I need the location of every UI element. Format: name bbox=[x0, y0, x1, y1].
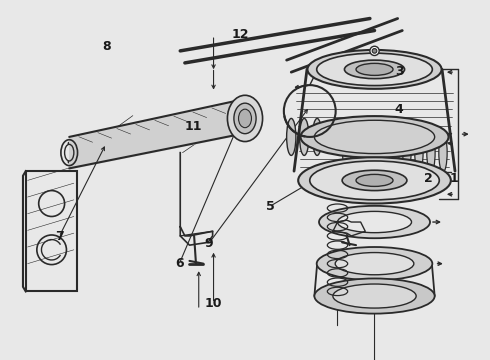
Ellipse shape bbox=[300, 116, 448, 158]
Ellipse shape bbox=[342, 170, 407, 190]
Ellipse shape bbox=[335, 253, 414, 275]
Text: 6: 6 bbox=[175, 257, 184, 270]
Ellipse shape bbox=[379, 133, 387, 172]
Ellipse shape bbox=[415, 133, 423, 172]
Ellipse shape bbox=[427, 133, 435, 172]
Ellipse shape bbox=[367, 133, 375, 172]
Ellipse shape bbox=[298, 157, 451, 203]
Text: 1: 1 bbox=[449, 172, 458, 185]
Text: 9: 9 bbox=[204, 237, 213, 249]
Ellipse shape bbox=[355, 133, 363, 172]
Text: 12: 12 bbox=[232, 28, 249, 41]
Ellipse shape bbox=[338, 211, 412, 233]
Text: 4: 4 bbox=[395, 103, 403, 116]
Ellipse shape bbox=[227, 95, 263, 141]
Ellipse shape bbox=[333, 284, 416, 308]
Ellipse shape bbox=[299, 118, 309, 156]
Ellipse shape bbox=[307, 50, 441, 89]
Ellipse shape bbox=[344, 60, 405, 78]
Ellipse shape bbox=[343, 133, 351, 172]
Bar bbox=[26, 171, 76, 291]
Ellipse shape bbox=[391, 133, 399, 172]
Ellipse shape bbox=[317, 53, 432, 86]
Ellipse shape bbox=[287, 118, 296, 156]
Ellipse shape bbox=[356, 174, 393, 186]
Circle shape bbox=[370, 46, 379, 55]
Text: 5: 5 bbox=[266, 200, 274, 213]
Ellipse shape bbox=[319, 206, 430, 238]
Text: 3: 3 bbox=[395, 65, 403, 78]
Ellipse shape bbox=[239, 109, 251, 128]
Ellipse shape bbox=[403, 133, 411, 172]
Ellipse shape bbox=[310, 161, 439, 200]
Circle shape bbox=[372, 49, 377, 53]
Text: 2: 2 bbox=[424, 172, 433, 185]
Text: 11: 11 bbox=[184, 120, 201, 133]
Ellipse shape bbox=[317, 247, 432, 280]
Ellipse shape bbox=[356, 63, 393, 75]
Ellipse shape bbox=[315, 279, 435, 314]
Text: 7: 7 bbox=[55, 230, 64, 243]
Ellipse shape bbox=[234, 103, 256, 134]
Text: 8: 8 bbox=[102, 40, 111, 53]
Ellipse shape bbox=[313, 118, 322, 156]
Text: 10: 10 bbox=[204, 297, 222, 310]
Ellipse shape bbox=[439, 133, 447, 172]
Ellipse shape bbox=[315, 120, 435, 154]
